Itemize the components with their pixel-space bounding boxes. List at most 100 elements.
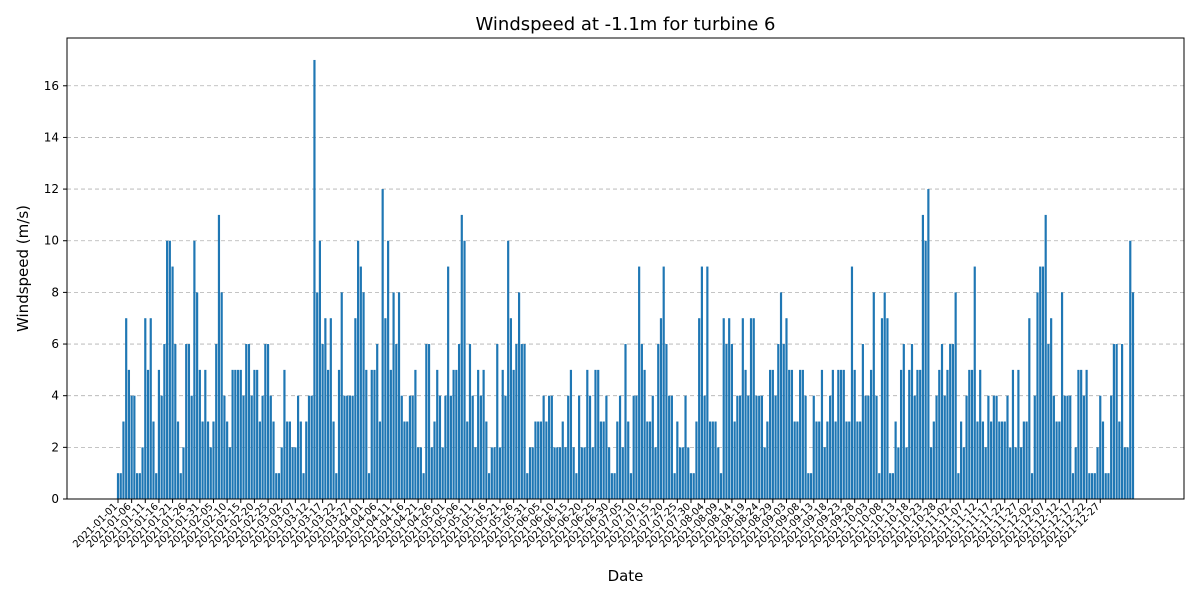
bar — [269, 395, 272, 499]
bar — [1112, 344, 1115, 499]
bar — [1052, 395, 1055, 499]
bar — [632, 395, 635, 499]
bar — [318, 240, 321, 499]
bar — [796, 421, 799, 499]
bar — [1003, 421, 1006, 499]
bar — [324, 318, 327, 499]
bar — [316, 292, 319, 499]
bar — [548, 395, 551, 499]
bar — [616, 421, 619, 499]
x-axis-ticks: 2021-01-012021-01-062021-01-112021-01-16… — [71, 499, 1102, 550]
bar — [714, 421, 717, 499]
y-tick-label: 10 — [44, 234, 59, 248]
bar — [1039, 266, 1042, 499]
bar — [807, 473, 810, 499]
bar — [927, 189, 930, 499]
bar — [970, 369, 974, 499]
bar — [474, 447, 477, 499]
bar — [924, 240, 927, 499]
bar — [498, 447, 502, 499]
bar — [414, 369, 417, 499]
bar — [624, 344, 627, 499]
bar — [204, 369, 207, 499]
bar — [1069, 395, 1072, 499]
bar — [965, 395, 968, 499]
bar — [668, 395, 671, 499]
bar — [425, 344, 428, 499]
bar — [648, 421, 652, 499]
bar — [400, 395, 403, 499]
bar — [889, 473, 892, 499]
bar — [193, 240, 196, 499]
bar — [815, 421, 818, 499]
bar — [943, 395, 946, 499]
bar — [351, 395, 354, 499]
bar — [378, 421, 382, 499]
bar — [427, 344, 431, 499]
bar — [201, 421, 204, 499]
bar — [979, 369, 982, 499]
bar — [829, 395, 832, 499]
y-tick-label: 16 — [44, 79, 59, 93]
bar — [665, 344, 668, 499]
bar — [760, 395, 764, 499]
bar — [1129, 240, 1132, 499]
bar — [779, 292, 783, 499]
bar — [539, 421, 543, 499]
bar — [348, 395, 352, 499]
bar — [856, 421, 859, 499]
bar — [550, 395, 553, 499]
bar — [482, 369, 485, 499]
bar — [747, 395, 750, 499]
bar — [294, 447, 297, 499]
bar — [1077, 369, 1080, 499]
bar — [130, 395, 133, 499]
bar — [1060, 292, 1064, 499]
bar — [250, 395, 253, 499]
chart-title: Windspeed at -1.1m for turbine 6 — [476, 14, 776, 35]
bar — [504, 395, 507, 499]
bar — [212, 421, 215, 499]
bar — [367, 473, 371, 499]
y-tick-label: 12 — [44, 182, 59, 196]
bar — [935, 395, 938, 499]
bar — [125, 318, 128, 499]
bar — [1017, 369, 1020, 499]
bar — [523, 344, 526, 499]
bar — [419, 447, 422, 499]
bar — [1055, 421, 1058, 499]
bar — [133, 395, 136, 499]
bar — [168, 240, 171, 499]
bar — [397, 292, 401, 499]
bar — [594, 369, 597, 499]
bar — [804, 395, 807, 499]
bar — [940, 344, 944, 499]
bar — [234, 369, 237, 499]
bar — [910, 344, 914, 499]
bar — [433, 421, 436, 499]
bar — [359, 266, 362, 499]
bar — [684, 395, 687, 499]
bar — [894, 421, 897, 499]
bar — [179, 473, 182, 499]
bar — [438, 395, 442, 499]
bar — [436, 369, 439, 499]
bar — [299, 421, 302, 499]
bar — [542, 395, 545, 499]
bar — [769, 369, 772, 499]
bar — [185, 344, 188, 499]
bar — [119, 473, 122, 499]
bar — [477, 369, 480, 499]
bar — [823, 447, 826, 499]
bar — [280, 447, 283, 499]
bar — [509, 318, 512, 499]
y-axis-label: Windspeed (m/s) — [14, 205, 32, 332]
bar — [869, 369, 873, 499]
bar — [1033, 395, 1036, 499]
bar — [1050, 318, 1053, 499]
bar — [430, 447, 433, 499]
bar — [643, 369, 646, 499]
bar — [261, 395, 264, 499]
bar — [834, 421, 837, 499]
bar — [749, 318, 753, 499]
